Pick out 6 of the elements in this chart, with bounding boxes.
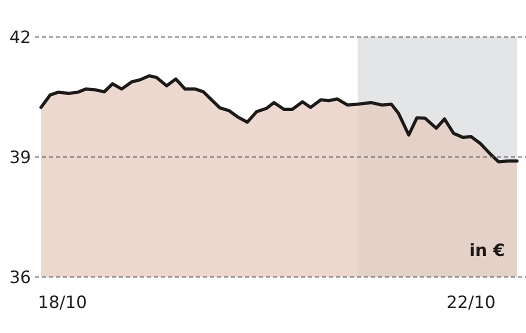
y-tick-label: 39 (9, 148, 31, 168)
y-tick-label: 42 (9, 28, 31, 48)
annotation: in € (469, 241, 505, 261)
x-tick-label: 22/10 (446, 293, 496, 313)
y-tick-label: 36 (9, 268, 31, 288)
x-tick-label: 18/10 (38, 293, 87, 313)
